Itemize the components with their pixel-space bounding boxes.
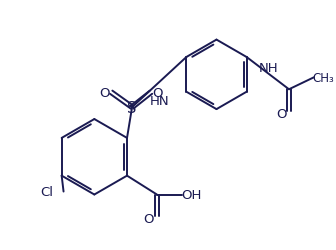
Text: Cl: Cl — [40, 185, 53, 198]
Text: O: O — [153, 86, 163, 99]
Text: S: S — [127, 100, 137, 115]
Text: O: O — [144, 212, 154, 225]
Text: OH: OH — [181, 188, 202, 201]
Text: O: O — [99, 86, 110, 99]
Text: CH₃: CH₃ — [313, 72, 335, 85]
Text: NH: NH — [258, 62, 278, 74]
Text: O: O — [276, 107, 286, 120]
Text: HN: HN — [150, 94, 170, 107]
